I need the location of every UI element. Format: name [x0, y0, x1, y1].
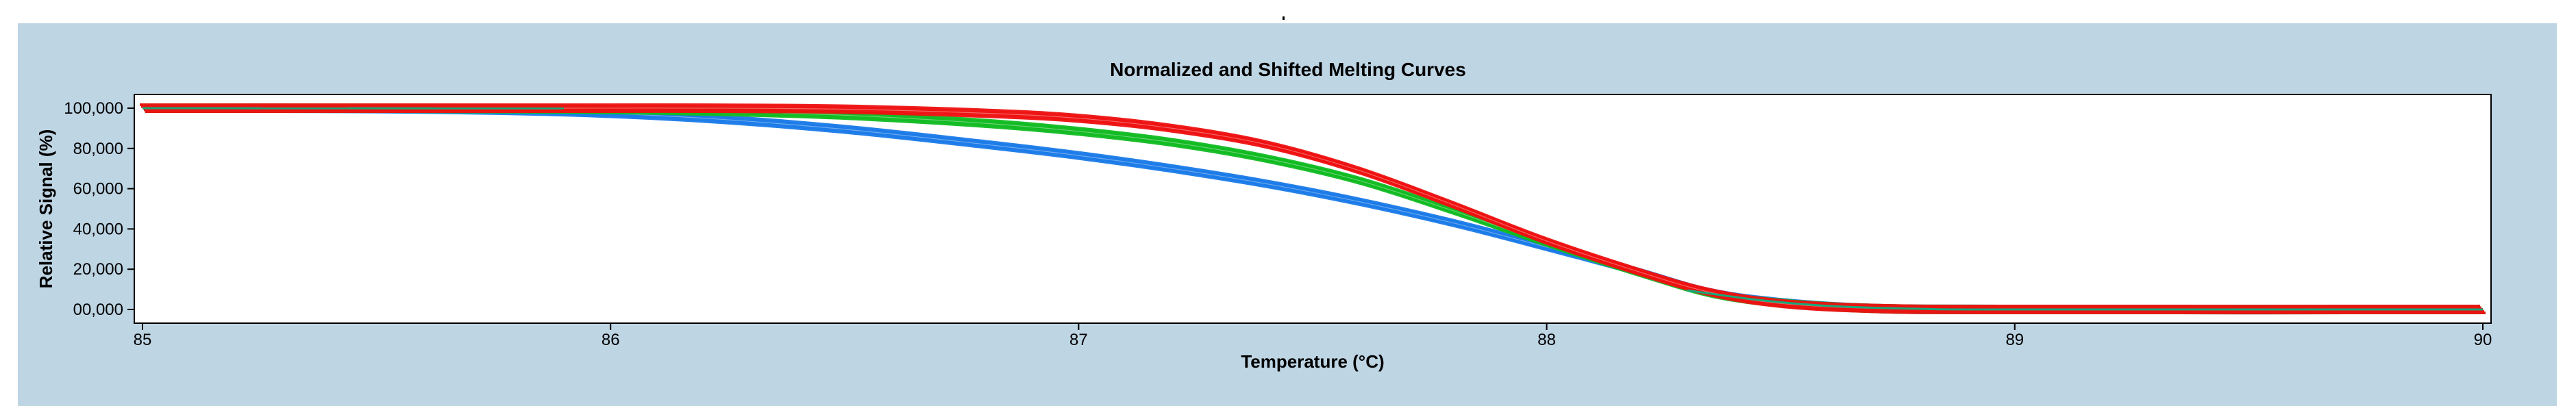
x-tick-label-4: 89: [2005, 331, 2024, 349]
y-tick-label-4: 80,000: [73, 140, 123, 158]
top-tick-mark: [1283, 16, 1285, 20]
series-lines: [139, 103, 2486, 315]
y-tick-label-2: 40,000: [73, 220, 123, 238]
x-tick-label-3: 88: [1537, 331, 1556, 349]
y-tick-label-3: 60,000: [73, 180, 123, 199]
x-tick-label-2: 87: [1069, 331, 1088, 349]
y-tick-label-1: 20,000: [73, 260, 123, 279]
x-tick-label-1: 86: [602, 331, 620, 349]
curve-red-group-4: [145, 110, 2486, 315]
y-axis-label: Relative Signal (%): [36, 129, 56, 289]
plot-area: [134, 94, 2492, 324]
x-axis: 85 86 87 88 89 90: [134, 323, 2492, 349]
y-axis: 00,000 20,000 40,000 60,000 80,000 100,000: [64, 99, 134, 319]
x-axis-label: Temperature (°C): [1241, 351, 1384, 372]
converged-tail-line: [1687, 289, 2484, 311]
chart-title: Normalized and Shifted Melting Curves: [1110, 59, 1466, 80]
x-tick-label-5: 90: [2474, 331, 2492, 349]
y-tick-label-0: 00,000: [73, 301, 123, 319]
y-tick-label-5: 100,000: [64, 99, 123, 118]
x-tick-label-0: 85: [134, 331, 152, 349]
